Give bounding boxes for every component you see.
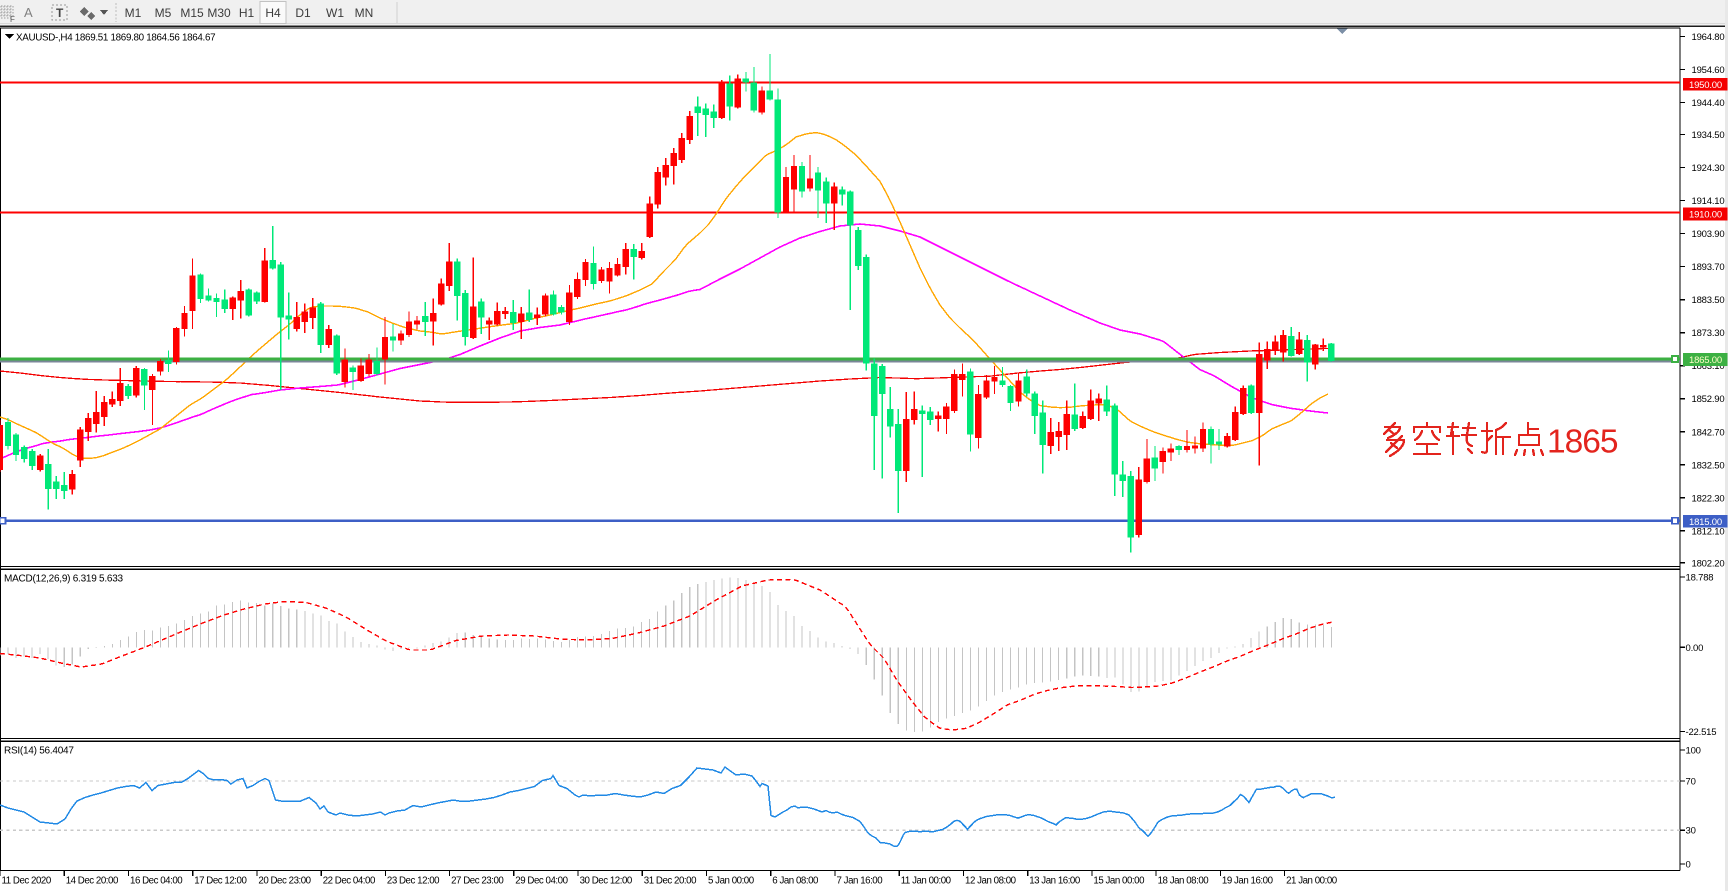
svg-text:7 Jan 16:00: 7 Jan 16:00 [837, 876, 884, 887]
svg-text:16 Dec 04:00: 16 Dec 04:00 [130, 876, 183, 887]
svg-text:1944.40: 1944.40 [1692, 98, 1725, 109]
svg-text:1914.10: 1914.10 [1692, 196, 1725, 207]
svg-text:H1: H1 [239, 6, 255, 20]
svg-text:M30: M30 [207, 6, 231, 20]
svg-text:17 Dec 12:00: 17 Dec 12:00 [194, 876, 247, 887]
svg-text:1802.20: 1802.20 [1692, 558, 1725, 569]
svg-text:1822.30: 1822.30 [1692, 493, 1725, 504]
svg-text:1852.90: 1852.90 [1692, 394, 1725, 405]
svg-text:1883.50: 1883.50 [1692, 295, 1725, 306]
svg-text:1832.50: 1832.50 [1692, 460, 1725, 471]
svg-text:RSI(14) 56.4047: RSI(14) 56.4047 [4, 746, 74, 757]
svg-text:1910.00: 1910.00 [1689, 209, 1722, 220]
svg-text:100: 100 [1686, 746, 1701, 757]
svg-text:1865: 1865 [1547, 424, 1618, 461]
svg-text:5 Jan 00:00: 5 Jan 00:00 [708, 876, 755, 887]
svg-text:20 Dec 23:00: 20 Dec 23:00 [258, 876, 311, 887]
svg-text:F: F [10, 15, 15, 24]
svg-text:0.00: 0.00 [1686, 643, 1704, 654]
svg-text:M5: M5 [155, 6, 172, 20]
svg-text:22 Dec 04:00: 22 Dec 04:00 [323, 876, 376, 887]
svg-text:1842.70: 1842.70 [1692, 427, 1725, 438]
svg-text:1865.00: 1865.00 [1689, 355, 1722, 366]
svg-text:15 Jan 00:00: 15 Jan 00:00 [1093, 876, 1145, 887]
svg-text:21 Jan 00:00: 21 Jan 00:00 [1286, 876, 1338, 887]
svg-text:H4: H4 [265, 6, 281, 20]
svg-text:0: 0 [1686, 860, 1691, 871]
svg-text:30: 30 [1686, 826, 1696, 837]
svg-text:XAUUSD-,H4 1869.51 1869.80 18: XAUUSD-,H4 1869.51 1869.80 1864.56 1864.… [16, 33, 215, 44]
svg-text:11 Dec 2020: 11 Dec 2020 [2, 876, 52, 887]
svg-text:-22.515: -22.515 [1686, 727, 1717, 738]
svg-text:1893.70: 1893.70 [1692, 262, 1725, 273]
svg-text:6 Jan 08:00: 6 Jan 08:00 [772, 876, 819, 887]
svg-text:18 Jan 08:00: 18 Jan 08:00 [1158, 876, 1210, 887]
svg-text:1815.00: 1815.00 [1689, 517, 1722, 528]
svg-text:MN: MN [355, 6, 374, 20]
svg-text:M15: M15 [180, 6, 204, 20]
svg-text:1863.10: 1863.10 [1692, 361, 1725, 372]
svg-text:13 Jan 16:00: 13 Jan 16:00 [1029, 876, 1081, 887]
svg-text:27 Dec 23:00: 27 Dec 23:00 [451, 876, 504, 887]
svg-text:1903.90: 1903.90 [1692, 229, 1725, 240]
svg-text:29 Dec 04:00: 29 Dec 04:00 [515, 876, 568, 887]
svg-text:30 Dec 12:00: 30 Dec 12:00 [580, 876, 633, 887]
svg-text:1873.30: 1873.30 [1692, 328, 1725, 339]
svg-text:M1: M1 [125, 6, 142, 20]
svg-text:T: T [56, 6, 64, 20]
svg-text:19 Jan 16:00: 19 Jan 16:00 [1222, 876, 1274, 887]
svg-text:18.788: 18.788 [1686, 573, 1714, 584]
svg-text:12 Jan 08:00: 12 Jan 08:00 [965, 876, 1017, 887]
svg-text:11 Jan 00:00: 11 Jan 00:00 [901, 876, 952, 887]
svg-text:31 Dec 20:00: 31 Dec 20:00 [644, 876, 697, 887]
svg-text:1954.60: 1954.60 [1692, 65, 1725, 76]
svg-text:W1: W1 [326, 6, 344, 20]
svg-text:23 Dec 12:00: 23 Dec 12:00 [387, 876, 440, 887]
svg-text:1924.30: 1924.30 [1692, 163, 1725, 174]
svg-text:14 Dec 20:00: 14 Dec 20:00 [66, 876, 119, 887]
svg-text:1812.10: 1812.10 [1692, 526, 1725, 537]
svg-text:1950.00: 1950.00 [1689, 80, 1722, 91]
svg-text:A: A [24, 5, 33, 20]
svg-text:70: 70 [1686, 777, 1696, 788]
svg-text:D1: D1 [295, 6, 311, 20]
svg-text:1934.50: 1934.50 [1692, 130, 1725, 141]
svg-text:1964.80: 1964.80 [1692, 32, 1725, 43]
svg-text:MACD(12,26,9) 6.319 5.633: MACD(12,26,9) 6.319 5.633 [4, 574, 124, 585]
